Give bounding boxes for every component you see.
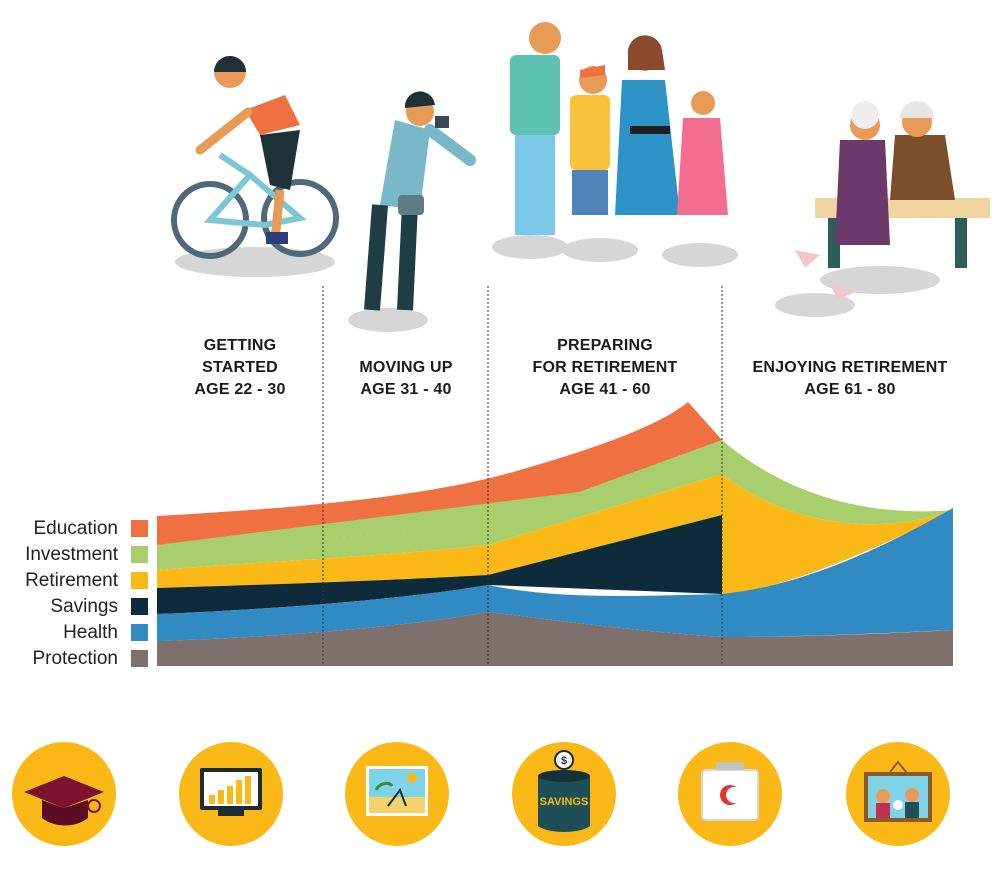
- stage-line: AGE 22 - 30: [194, 381, 286, 398]
- investment-monitor-icon: [179, 742, 283, 846]
- stream-band-retirement: [157, 474, 722, 588]
- legend-label: Savings: [50, 596, 118, 617]
- legend-item-investment: Investment: [0, 543, 148, 569]
- legend-item-education: Education: [0, 517, 148, 543]
- legend-item-retirement: Retirement: [0, 569, 148, 595]
- stream-band-education: [157, 402, 722, 545]
- legend-label: Investment: [25, 544, 118, 565]
- health-kit-icon: [678, 742, 782, 846]
- family-illustration: [492, 22, 738, 267]
- stage-line: AGE 41 - 60: [559, 381, 651, 398]
- savings-jar-icon: $ SAVINGS: [512, 742, 616, 846]
- stage-label-enjoying-retirement: ENJOYING RETIREMENT AGE 61 - 80: [730, 357, 970, 401]
- legend-label: Retirement: [25, 570, 118, 591]
- legend-swatch: [131, 624, 148, 641]
- photographer-illustration: [348, 91, 476, 332]
- cyclist-illustration: [171, 56, 339, 277]
- savings-jar-symbol: $: [561, 755, 567, 767]
- elderly-couple-illustration: [775, 101, 990, 317]
- legend-item-health: Health: [0, 621, 148, 647]
- stream-band-health: [157, 508, 953, 641]
- legend-item-protection: Protection: [0, 647, 148, 673]
- stage-line: PREPARING: [557, 337, 653, 354]
- stage-line: AGE 61 - 80: [804, 381, 896, 398]
- legend-swatch: [131, 650, 148, 667]
- legend: Education Investment Retirement Savings …: [0, 517, 148, 673]
- stage-label-preparing-for-retirement: PREPARING FOR RETIREMENT AGE 41 - 60: [500, 335, 710, 401]
- stage-line: MOVING UP: [359, 359, 453, 376]
- stream-band-investment-main: [157, 440, 722, 570]
- stage-line: FOR RETIREMENT: [532, 359, 678, 376]
- stream-band-investment: [157, 440, 953, 545]
- stage-line: STARTED: [202, 359, 278, 376]
- stream-band-retirement-tail: [722, 474, 953, 594]
- stream-band-savings: [157, 515, 722, 614]
- stream-band-protection: [157, 612, 953, 666]
- retirement-beach-icon: [345, 742, 449, 846]
- graduation-cap-icon: [12, 742, 116, 846]
- legend-swatch: [131, 520, 148, 537]
- legend-swatch: [131, 546, 148, 563]
- protection-family-icon: [846, 742, 950, 846]
- savings-jar-label: SAVINGS: [540, 796, 589, 808]
- legend-item-savings: Savings: [0, 595, 148, 621]
- legend-swatch: [131, 598, 148, 615]
- legend-label: Health: [63, 622, 118, 643]
- legend-swatch: [131, 572, 148, 589]
- stage-line: ENJOYING RETIREMENT: [752, 359, 948, 376]
- stage-line: GETTING: [203, 337, 277, 354]
- stage-label-moving-up: MOVING UP AGE 31 - 40: [306, 357, 506, 401]
- stage-label-getting-started: GETTING STARTED AGE 22 - 30: [140, 335, 340, 401]
- legend-label: Protection: [32, 648, 118, 669]
- legend-label: Education: [33, 518, 118, 539]
- stage-line: AGE 31 - 40: [360, 381, 452, 398]
